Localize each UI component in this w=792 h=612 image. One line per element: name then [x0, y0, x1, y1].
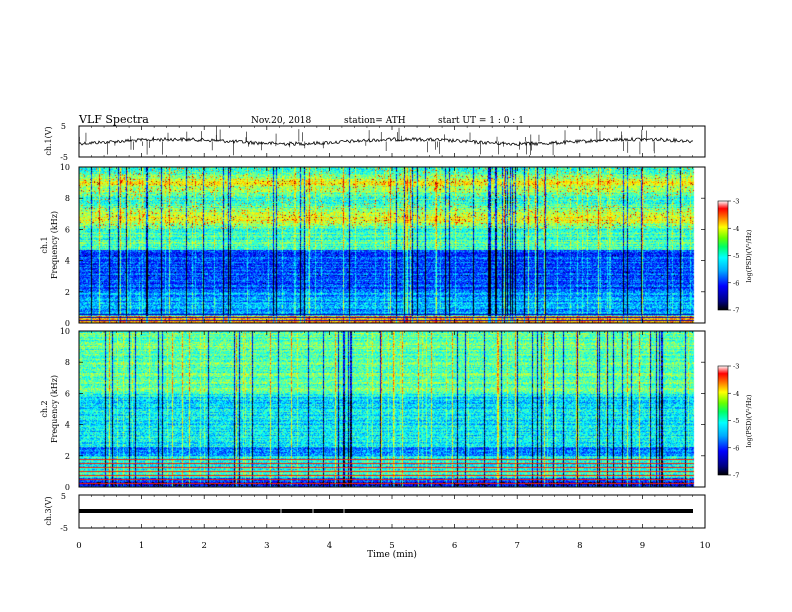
- y-tick-label: 2: [65, 452, 70, 461]
- x-tick-label: 5: [389, 541, 394, 551]
- ch2-spectrogram-ylabel-bottom: Frequency (kHz): [50, 375, 59, 443]
- ch2-spectrogram-yticklabels: 0 2 4 6 8 10: [60, 327, 705, 492]
- ch2-spectrogram-panel: 0 2 4 6 8 10 ch.2 Frequency (kHz): [40, 327, 706, 492]
- y-tick-label: 2: [65, 288, 70, 297]
- ch1-waveform-ylabel: ch.1(V): [44, 126, 53, 155]
- colorbar-tick-label: -4: [733, 225, 739, 233]
- y-tick-label: 4: [65, 421, 70, 430]
- y-tick-label: 4: [65, 257, 70, 266]
- ch1-waveform-line: [78, 136, 694, 147]
- ch1-ytick-bottom: -5: [60, 153, 68, 162]
- ch1-colorbar-gradient: [717, 200, 729, 311]
- x-tick-labels: 0 1 2 3 4 5 6 7 8 9 10: [76, 541, 710, 551]
- y-tick-label: 10: [60, 327, 70, 336]
- ch2-colorbar-gradient: [717, 365, 729, 476]
- ch1-spectrogram-yticklabels: 0 2 4 6 8 10: [60, 163, 705, 328]
- ch1-spectrogram-ylabel-bottom: Frequency (kHz): [50, 211, 59, 279]
- x-tick-label: 3: [264, 541, 269, 551]
- x-tick-label: 10: [700, 541, 711, 551]
- ch1-waveform-ticks: [78, 126, 706, 157]
- colorbar-tick-label: -4: [733, 390, 739, 398]
- ch1-colorbar-label: log(PSD)(V²/Hz): [745, 229, 753, 282]
- colorbar-tick-label: -6: [733, 279, 739, 287]
- ch1-spectrogram-ticks: [78, 167, 706, 323]
- x-tick-label: 1: [139, 541, 144, 551]
- ch2-colorbar-ticks: -3 -4 -5 -6 -7: [728, 363, 739, 480]
- x-tick-label: 6: [452, 541, 457, 551]
- y-tick-label: 8: [65, 194, 70, 203]
- ch1-waveform-panel: 5 -5 ch.1(V): [44, 122, 706, 162]
- ch1-colorbar: -3 -4 -5 -6 -7 log(PSD)(V²/Hz): [717, 198, 753, 315]
- colorbar-tick-label: -3: [733, 198, 739, 206]
- ch1-spectrogram-ylabel-top: ch.1: [40, 236, 49, 253]
- ch3-ytick-top: 5: [61, 492, 66, 501]
- y-tick-label: 0: [65, 483, 70, 492]
- ch3-waveform-ticks: [78, 495, 706, 528]
- ch1-ytick-top: 5: [61, 122, 66, 131]
- colorbar-tick-label: -3: [733, 363, 739, 371]
- colorbar-tick-label: -5: [733, 417, 739, 425]
- ch2-colorbar: -3 -4 -5 -6 -7 log(PSD)(V²/Hz): [717, 363, 753, 480]
- x-tick-label: 8: [577, 541, 582, 551]
- y-tick-label: 6: [65, 225, 70, 234]
- x-tick-label: 7: [514, 541, 519, 551]
- y-tick-label: 8: [65, 358, 70, 367]
- ch1-colorbar-ticks: -3 -4 -5 -6 -7: [728, 198, 739, 315]
- station-label: station= ATH: [344, 116, 406, 126]
- ch2-spectrogram-ticks: [78, 331, 706, 487]
- ch3-waveform-ylabel: ch.3(V): [44, 496, 53, 525]
- ch1-spectrogram-panel: 0 2 4 6 8 10 ch.1 Frequency (kHz): [40, 163, 706, 328]
- y-tick-label: 10: [60, 163, 70, 172]
- colorbar-tick-label: -7: [733, 307, 739, 315]
- date-label: Nov.20, 2018: [251, 116, 312, 126]
- colorbar-tick-label: -6: [733, 444, 739, 452]
- y-tick-label: 0: [65, 319, 70, 328]
- ch1-waveform-spikes: [79, 127, 655, 156]
- x-tick-label: 0: [76, 541, 81, 551]
- x-tick-label: 2: [201, 541, 206, 551]
- x-axis-label: Time (min): [367, 549, 417, 560]
- colorbar-tick-label: -7: [733, 472, 739, 480]
- figure-title: VLF Spectra: [78, 113, 149, 126]
- ch2-colorbar-label: log(PSD)(V²/Hz): [745, 394, 753, 447]
- ch2-spectrogram-image: [79, 331, 705, 487]
- ch2-spectrogram-ylabel-top: ch.2: [40, 400, 49, 417]
- ch3-ytick-bottom: -5: [60, 524, 68, 533]
- x-tick-label: 4: [327, 541, 332, 551]
- ch1-spectrogram-image: [79, 167, 705, 323]
- start-time-label: start UT = 1 : 0 : 1: [438, 116, 524, 126]
- colorbar-tick-label: -5: [733, 252, 739, 260]
- y-tick-label: 6: [65, 389, 70, 398]
- ch3-waveform-panel: 5 -5 ch.3(V): [44, 492, 706, 533]
- x-tick-label: 9: [640, 541, 645, 551]
- ch1-waveform-frame: [78, 125, 706, 158]
